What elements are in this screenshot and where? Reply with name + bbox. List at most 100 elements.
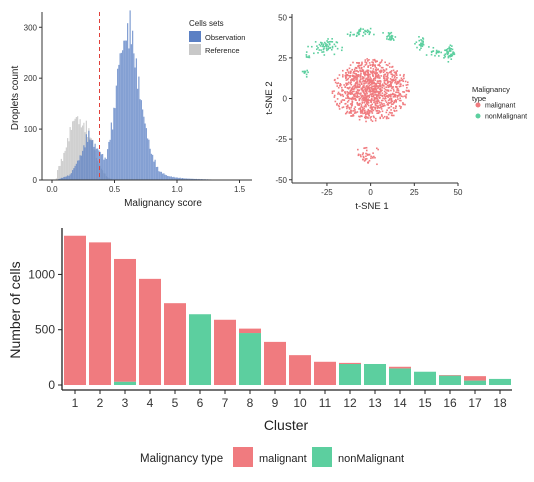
tsne-point-malignant [331,90,334,93]
tsne-point-malignant [390,71,392,74]
cluster-x-tick-label: 8 [247,396,254,410]
tsne-point-malignant [383,103,385,105]
histogram-y-tick-label: 200 [24,74,38,83]
tsne-point-malignant [338,105,340,108]
tsne-point-malignant [346,91,348,93]
bar-nonmalignant [489,378,511,385]
histogram-ylabel: Droplets count [10,66,21,131]
tsne-point-malignant [376,60,378,63]
tsne-point-nonmalignant [333,53,336,56]
tsne-point-malignant [357,92,359,94]
tsne-point-malignant [371,72,374,75]
tsne-point-malignant [379,65,381,67]
histogram-bar-observation [169,176,171,180]
tsne-x-tick-label: -25 [321,188,333,197]
tsne-point-nonmalignant [307,71,309,74]
tsne-point-malignant [365,155,367,158]
tsne-point-nonmalignant [325,47,328,50]
tsne-point-nonmalignant [415,41,418,44]
tsne-point-malignant [387,96,389,99]
tsne-point-nonmalignant [349,33,352,36]
tsne-point-malignant [387,107,390,109]
tsne-point-malignant [362,152,364,154]
tsne-point-malignant [367,153,370,156]
tsne-point-malignant [369,106,372,109]
tsne-point-nonmalignant [323,54,326,56]
histogram-bar-observation [128,48,130,181]
tsne-point-malignant [349,89,352,92]
histogram-bar-observation [114,108,116,180]
tsne-point-malignant [395,105,397,107]
histogram-bar-observation [170,176,172,180]
tsne-point-malignant [360,109,363,112]
tsne-point-malignant [396,76,398,79]
tsne-point-malignant [399,74,401,76]
tsne-point-malignant [390,93,393,96]
tsne-point-nonmalignant [335,41,338,43]
tsne-point-nonmalignant [318,43,321,46]
tsne-point-malignant [360,66,363,69]
tsne-point-nonmalignant [331,38,333,40]
tsne-point-nonmalignant [389,39,392,41]
tsne-point-malignant [358,81,361,83]
tsne-point-nonmalignant [304,71,307,73]
histogram-bar-observation [110,122,112,180]
tsne-point-nonmalignant [317,51,319,54]
tsne-point-malignant [365,149,368,152]
tsne-point-malignant [366,78,369,80]
tsne-point-malignant [358,99,361,102]
tsne-point-malignant [367,161,369,164]
tsne-point-malignant [358,108,360,110]
tsne-point-malignant [381,89,383,92]
tsne-point-malignant [380,61,383,63]
histogram-x-tick-label: 0.5 [109,185,121,194]
histogram-bar-observation [115,85,117,180]
tsne-point-malignant [368,78,370,80]
tsne-point-malignant [386,82,389,84]
tsne-panel: -25 0 25 50 -50 -25 0 25 50 t-SNE 1 t-SNE 2 Mali… [264,13,527,212]
histogram-bar-observation [83,145,85,180]
tsne-point-nonmalignant [449,49,451,51]
histogram-bar-observation [177,177,179,180]
tsne-point-malignant [381,66,384,69]
tsne-point-nonmalignant [325,42,327,45]
tsne-point-malignant [365,158,368,160]
tsne-point-malignant [388,95,391,97]
tsne-point-malignant [372,59,374,61]
tsne-point-malignant [394,95,397,98]
tsne-point-nonmalignant [305,54,308,56]
histogram-bar-observation [104,157,106,180]
bar-malignant [314,361,336,385]
cluster-y-tick-label: 500 [35,323,55,337]
tsne-point-malignant [406,83,409,86]
tsne-point-nonmalignant [451,48,454,51]
tsne-point-malignant [390,84,392,87]
tsne-point-malignant [360,95,363,98]
tsne-point-malignant [394,78,397,81]
tsne-point-malignant [349,93,352,95]
histogram-x-tick-label: 0.0 [46,185,58,194]
tsne-point-malignant [356,94,359,97]
tsne-point-malignant [392,69,395,72]
tsne-point-nonmalignant [446,53,449,56]
tsne-point-malignant [402,95,404,98]
histogram-bar-observation [124,40,126,180]
tsne-point-malignant [361,115,363,118]
tsne-point-malignant [359,78,362,81]
tsne-point-malignant [364,73,367,76]
bar-nonmalignant [439,375,461,385]
tsne-point-malignant [351,102,353,105]
tsne-point-malignant [365,97,368,100]
cluster-ylabel: Number of cells [7,261,23,358]
tsne-point-malignant [381,59,383,61]
tsne-point-malignant [385,92,388,95]
tsne-point-malignant [368,87,371,90]
tsne-point-malignant [399,107,402,110]
tsne-point-malignant [365,91,368,94]
tsne-point-malignant [389,84,391,86]
tsne-point-malignant [377,82,380,85]
tsne-point-nonmalignant [313,52,315,55]
tsne-point-nonmalignant [450,54,452,56]
tsne-point-malignant [406,90,408,92]
tsne-point-malignant [349,72,352,74]
